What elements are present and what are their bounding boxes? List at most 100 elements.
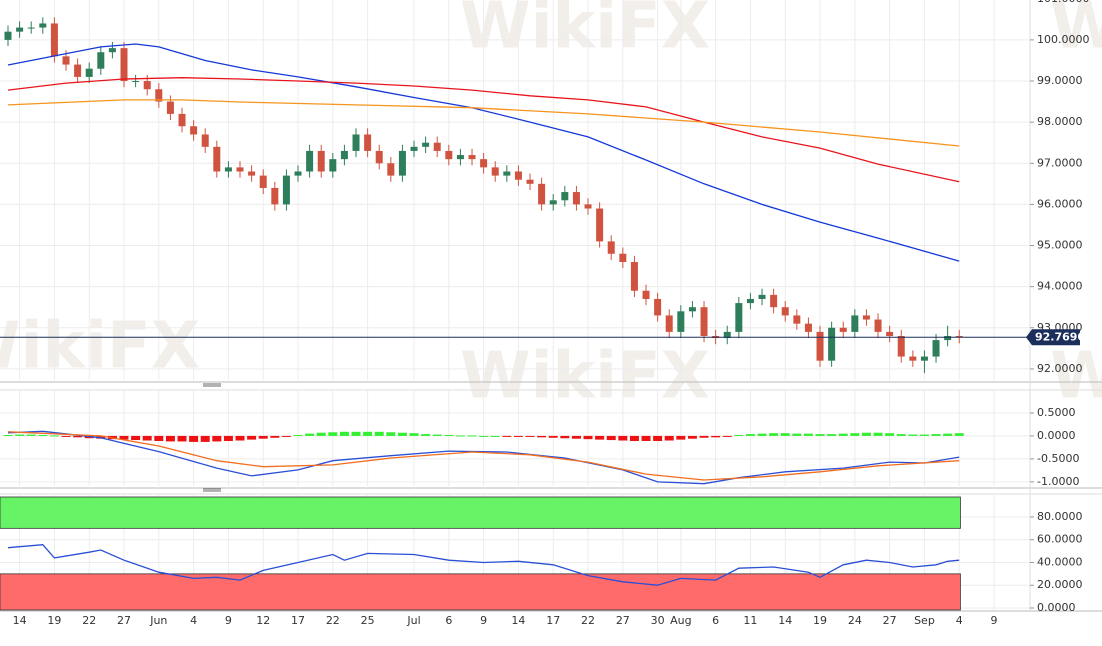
candle-body bbox=[746, 298, 754, 304]
x-tick-label: 27 bbox=[616, 614, 630, 627]
histogram-bar bbox=[26, 434, 36, 436]
y-tick-label: 80.0000 bbox=[1037, 510, 1083, 523]
candle-body bbox=[874, 319, 882, 332]
histogram-bar bbox=[548, 435, 558, 438]
candle-body bbox=[665, 315, 673, 332]
x-tick-label: 22 bbox=[82, 614, 96, 627]
histogram-bar bbox=[618, 435, 628, 441]
candle-body bbox=[526, 179, 534, 184]
histogram-bar bbox=[676, 435, 686, 440]
x-tick-label: 17 bbox=[291, 614, 305, 627]
watermark: WikiFX bbox=[460, 0, 710, 64]
indicator-line bbox=[7, 99, 960, 147]
candle-body bbox=[584, 204, 592, 209]
y-tick-label: 0.0000 bbox=[1037, 429, 1076, 442]
histogram-bar bbox=[281, 435, 291, 437]
candle-body bbox=[97, 52, 105, 69]
candle-body bbox=[306, 150, 314, 172]
histogram-bar bbox=[815, 434, 825, 436]
histogram-bar bbox=[189, 435, 199, 442]
histogram-bar bbox=[734, 435, 744, 437]
candle-body bbox=[758, 294, 766, 299]
candle-body bbox=[50, 23, 58, 57]
candle-body bbox=[155, 89, 163, 102]
y-tick-label: 96.0000 bbox=[1037, 197, 1083, 210]
watermark: WikiFX bbox=[1050, 340, 1102, 414]
y-tick-label: 100.0000 bbox=[1037, 33, 1090, 46]
indicator-line bbox=[7, 430, 960, 485]
candle-body bbox=[723, 331, 731, 339]
x-tick-label: 12 bbox=[256, 614, 270, 627]
candle-body bbox=[271, 187, 279, 205]
x-tick-label: 11 bbox=[743, 614, 757, 627]
y-tick-label: 92.0000 bbox=[1037, 362, 1083, 375]
histogram-bar bbox=[61, 435, 71, 437]
candle-body bbox=[16, 27, 24, 32]
candle-body bbox=[572, 192, 580, 205]
histogram-bar bbox=[235, 435, 245, 441]
candle-body bbox=[120, 48, 128, 82]
histogram-bar bbox=[560, 435, 570, 439]
candle-body bbox=[387, 163, 395, 176]
histogram-bar bbox=[711, 435, 721, 438]
candle-body bbox=[143, 81, 151, 90]
histogram-bar bbox=[142, 435, 152, 441]
histogram-bar bbox=[827, 434, 837, 436]
x-tick-label: 22 bbox=[326, 614, 340, 627]
histogram-bar bbox=[780, 433, 790, 436]
candle-body bbox=[944, 335, 952, 341]
resize-handle[interactable] bbox=[203, 383, 221, 387]
candle-body bbox=[39, 23, 47, 28]
y-tick-label: 99.0000 bbox=[1037, 74, 1083, 87]
histogram-bar bbox=[769, 433, 779, 436]
y-tick-label: 94.0000 bbox=[1037, 280, 1083, 293]
candle-body bbox=[793, 315, 801, 324]
x-tick-label: 4 bbox=[956, 614, 963, 627]
histogram-bar bbox=[792, 433, 802, 436]
candle-body bbox=[456, 155, 464, 160]
histogram-bar bbox=[479, 435, 489, 437]
histogram-bar bbox=[154, 435, 164, 441]
histogram-bar bbox=[293, 435, 303, 437]
y-tick-label: 101.0000 bbox=[1037, 0, 1090, 5]
histogram-bar bbox=[386, 432, 396, 436]
candle-body bbox=[85, 68, 93, 77]
candle-body bbox=[62, 56, 70, 65]
x-tick-label: Sep bbox=[914, 614, 935, 627]
histogram-bar bbox=[73, 435, 83, 438]
histogram-bar bbox=[537, 435, 547, 438]
histogram-bar bbox=[432, 434, 442, 436]
candle-body bbox=[352, 134, 360, 151]
histogram-bar bbox=[699, 435, 709, 438]
histogram-bar bbox=[595, 435, 605, 440]
x-tick-label: 22 bbox=[581, 614, 595, 627]
candle-body bbox=[108, 48, 116, 53]
x-tick-label: 14 bbox=[511, 614, 525, 627]
x-tick-label: 6 bbox=[445, 614, 452, 627]
candle-body bbox=[630, 261, 638, 291]
candle-body bbox=[735, 303, 743, 332]
histogram-bar bbox=[687, 435, 697, 439]
candle-body bbox=[166, 101, 174, 114]
x-tick-label: 17 bbox=[546, 614, 560, 627]
resize-handle[interactable] bbox=[203, 488, 221, 492]
histogram-bar bbox=[641, 435, 651, 441]
y-tick-label: 40.0000 bbox=[1037, 555, 1083, 568]
x-tick-label: 19 bbox=[47, 614, 61, 627]
x-tick-label: 4 bbox=[190, 614, 197, 627]
candle-body bbox=[201, 134, 209, 147]
y-tick-label: -1.0000 bbox=[1037, 475, 1079, 488]
histogram-bar bbox=[838, 433, 848, 436]
histogram-bar bbox=[606, 435, 616, 441]
candle-body bbox=[410, 146, 418, 151]
histogram-bar bbox=[629, 435, 639, 441]
histogram-bar bbox=[328, 432, 338, 436]
candle-body bbox=[561, 192, 569, 201]
histogram-bar bbox=[896, 434, 906, 436]
x-tick-label: 9 bbox=[991, 614, 998, 627]
y-tick-label: 20.0000 bbox=[1037, 578, 1083, 591]
y-tick-label: 60.0000 bbox=[1037, 533, 1083, 546]
histogram-bar bbox=[131, 435, 141, 441]
candle-body bbox=[909, 356, 917, 361]
y-tick-label: 0.0000 bbox=[1037, 601, 1076, 614]
